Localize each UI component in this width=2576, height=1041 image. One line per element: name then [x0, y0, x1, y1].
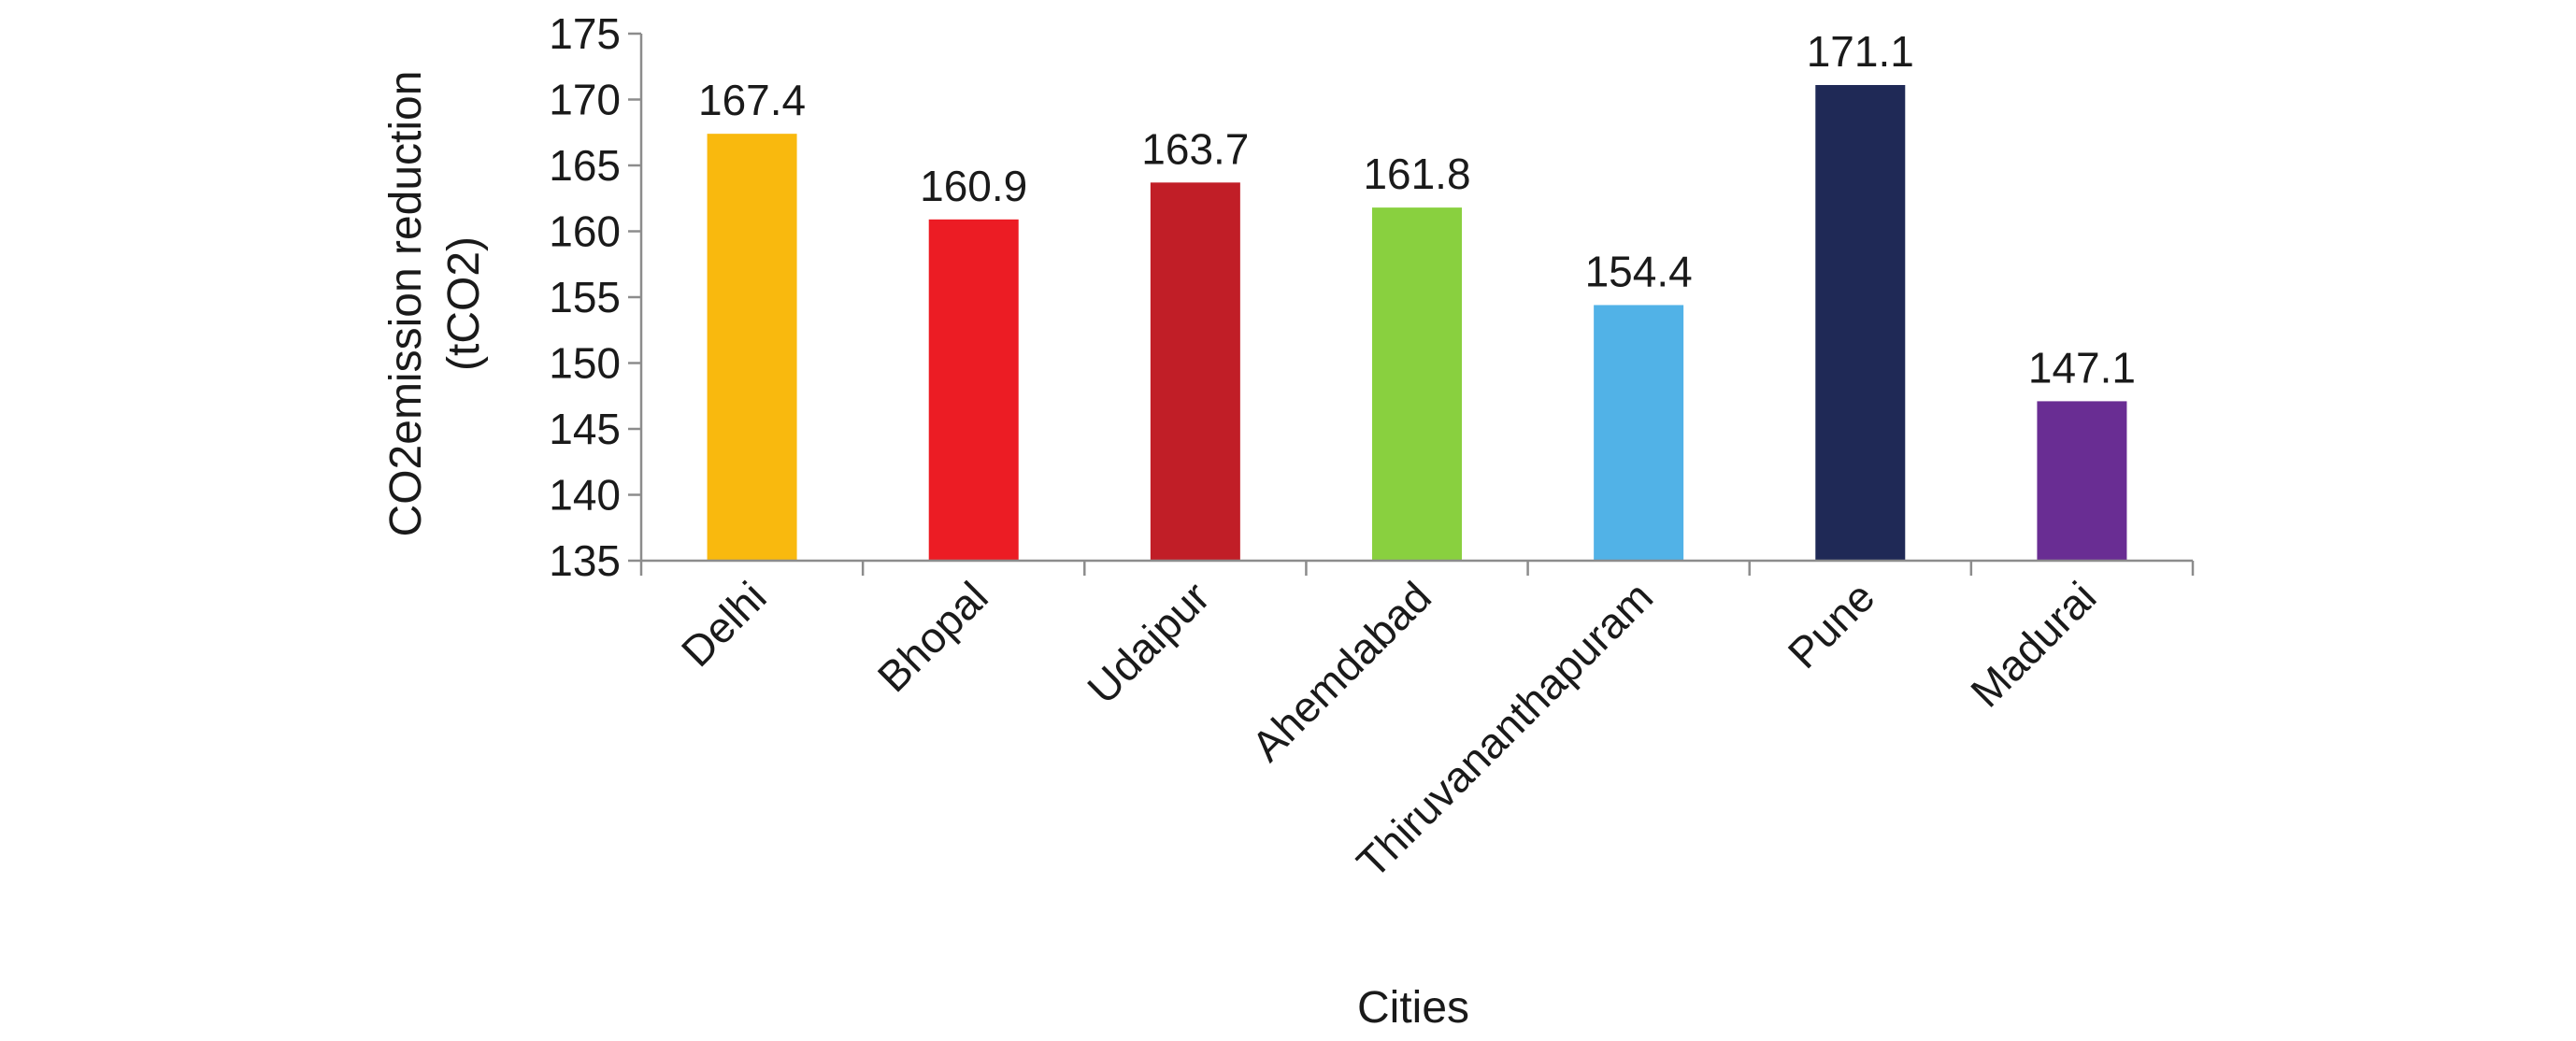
y-tick-labels: 135 140 145 150 155 160 165 170 175: [549, 9, 621, 585]
x-tick-label-madurai: Madurai: [1961, 572, 2105, 716]
y-axis-title-line-1: CO2emission reduction: [381, 71, 431, 537]
x-tick-label-ahemdabad: Ahemdabad: [1242, 572, 1440, 770]
bar-thiruvananthapuram: [1594, 305, 1684, 561]
bar-bhopal: [928, 219, 1019, 561]
y-tick-label-160: 160: [549, 207, 621, 256]
bar-madurai: [2037, 401, 2127, 561]
data-label-thiruvananthapuram: 154.4: [1585, 247, 1693, 295]
y-tick-label-175: 175: [549, 9, 621, 58]
data-label-udaipur: 163.7: [1141, 124, 1249, 173]
y-tick-label-155: 155: [549, 273, 621, 321]
data-labels: 167.4 160.9 163.7 161.8 154.4 171.1 147.1: [698, 27, 2136, 392]
y-tick-label-165: 165: [549, 141, 621, 190]
y-tick-label-150: 150: [549, 339, 621, 388]
y-tick-label-145: 145: [549, 405, 621, 453]
y-tick-label-170: 170: [549, 76, 621, 124]
x-axis-title: Cities: [1357, 983, 1469, 1033]
bar-udaipur: [1150, 182, 1240, 561]
data-label-pune: 171.1: [1807, 27, 1914, 76]
y-axis-title-line-2: (tCO2): [439, 236, 489, 371]
x-tick-label-pune: Pune: [1779, 572, 1884, 677]
bar-delhi: [707, 134, 797, 561]
axes: [628, 32, 2195, 576]
bars: [707, 84, 2127, 562]
data-label-ahemdabad: 161.8: [1363, 150, 1470, 198]
y-axis-title: CO2emission reduction (tCO2): [381, 71, 489, 537]
bar-ahemdabad: [1372, 207, 1462, 561]
x-tick-labels: Delhi Bhopal Udaipur AhemdabadThiruvanantha…: [672, 572, 2106, 887]
x-tick-label-bhopal: Bhopal: [868, 572, 997, 701]
bar-pune: [1815, 84, 1906, 562]
x-tick-label-udaipur: Udaipur: [1078, 572, 1219, 713]
y-tick-label-140: 140: [549, 471, 621, 520]
data-label-bhopal: 160.9: [920, 162, 1027, 210]
data-label-madurai: 147.1: [2028, 343, 2136, 392]
y-tick-label-135: 135: [549, 536, 621, 585]
x-tick-label-delhi: Delhi: [672, 572, 776, 676]
data-label-delhi: 167.4: [698, 76, 806, 124]
